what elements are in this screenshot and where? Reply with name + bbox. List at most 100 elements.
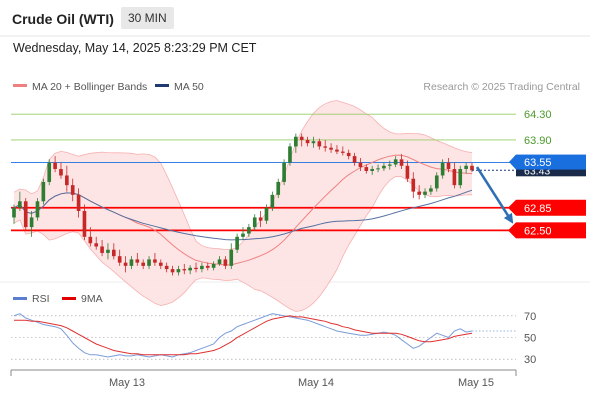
candle-body	[399, 159, 404, 166]
candle-body	[282, 162, 286, 182]
candle-body	[241, 233, 245, 237]
rsi-tick-30: 30	[524, 354, 536, 366]
resistance-label-63.90: 63.90	[524, 135, 552, 147]
candle-body	[147, 259, 151, 266]
candle-body	[329, 147, 333, 150]
pivot-tag	[516, 154, 586, 170]
candle-body	[276, 181, 281, 195]
candle-body	[452, 169, 457, 186]
candle-body	[358, 162, 363, 168]
candle-body	[153, 259, 157, 263]
candle-body	[288, 146, 292, 163]
candle-body	[29, 217, 34, 228]
candle-body	[464, 165, 468, 170]
header-bar: Crude Oil (WTI) 30 MIN	[0, 0, 590, 36]
resistance-label-64.30: 64.30	[524, 109, 552, 121]
support-label-62.85: 62.85	[524, 203, 552, 215]
candle-body	[393, 159, 398, 165]
rsi-ma-line	[14, 315, 473, 356]
candle-body	[65, 175, 69, 186]
support-tag-arrow-62.85	[508, 199, 516, 216]
candle-body	[247, 227, 251, 234]
candle-body	[164, 265, 169, 270]
candle-body	[59, 169, 63, 176]
candle-body	[258, 217, 263, 221]
candle-body	[170, 269, 175, 273]
x-tick-label: May 13	[109, 377, 145, 389]
bollinger-band-fill	[14, 100, 472, 312]
levels-layer: 64.30 63.90 62.85 62.50	[11, 109, 586, 239]
candle-body	[117, 256, 122, 263]
candle-body	[235, 236, 239, 250]
support-tag-62.85	[516, 199, 586, 216]
candle-body	[135, 259, 140, 263]
candle-body	[317, 141, 322, 147]
rsi-legend-label: RSI	[32, 293, 50, 305]
candle-body	[364, 167, 369, 171]
instrument-title: Crude Oil (WTI)	[12, 11, 114, 27]
candle-body	[305, 139, 310, 144]
candle-body	[129, 259, 134, 266]
candle-body	[112, 249, 116, 257]
candle-body	[94, 243, 99, 247]
support-tag-arrow-62.50	[508, 222, 516, 239]
candle-body	[311, 141, 316, 144]
candle-body	[387, 164, 392, 166]
candle-body	[76, 194, 81, 211]
candle-body	[217, 259, 222, 264]
ma9-legend-swatch	[62, 297, 76, 300]
candle-body	[88, 236, 93, 244]
bollinger-lower-line	[13, 175, 473, 312]
candle-body	[53, 162, 57, 170]
candle-body	[323, 146, 328, 148]
credit-label: Research © 2025 Trading Central	[423, 81, 580, 93]
candle-body	[294, 136, 298, 147]
candle-body	[211, 263, 216, 268]
candle-body	[417, 191, 421, 195]
rsi-line	[13, 313, 473, 358]
timeframe-badge[interactable]: 30 MIN	[121, 7, 174, 29]
candle-body	[264, 207, 269, 221]
ma20-legend-label: MA 20 + Bollinger Bands	[32, 81, 147, 93]
candle-body	[176, 269, 181, 273]
candle-body	[106, 249, 110, 253]
candle-body	[205, 265, 210, 268]
candles-layer	[12, 133, 474, 276]
candle-body	[182, 269, 187, 271]
ma50-legend-label: MA 50	[174, 81, 204, 93]
candle-body	[158, 262, 163, 266]
candle-body	[458, 169, 463, 186]
candle-body	[188, 267, 192, 271]
candle-body	[335, 149, 339, 152]
pivot-label: 63.55	[524, 157, 552, 169]
candle-body	[82, 210, 87, 237]
bollinger-layer	[13, 100, 473, 312]
candle-body	[200, 265, 204, 270]
projection-arrow-head	[503, 212, 514, 224]
candle-body	[18, 201, 22, 208]
candle-body	[41, 181, 46, 202]
x-tick-label: May 14	[298, 377, 334, 389]
candle-body	[446, 162, 451, 170]
candle-body	[470, 165, 474, 171]
projection-layer	[472, 166, 516, 224]
candle-body	[423, 191, 427, 195]
candle-body	[123, 262, 128, 266]
candle-body	[346, 152, 351, 157]
candle-body	[440, 162, 445, 176]
candle-body	[23, 201, 28, 228]
candle-body	[299, 136, 304, 140]
bollinger-upper-line	[13, 100, 473, 251]
ma50-legend-swatch	[155, 84, 169, 87]
ma9-legend-label: 9MA	[81, 293, 103, 305]
candle-body	[252, 217, 257, 228]
candle-body	[229, 249, 234, 266]
candle-body	[270, 194, 275, 208]
rsi-legend-swatch	[13, 297, 27, 300]
ma20-legend-swatch	[13, 84, 27, 87]
pivot-tag-arrow	[509, 154, 516, 170]
support-label-62.50: 62.50	[524, 225, 552, 237]
support-tag-62.50	[516, 222, 586, 239]
